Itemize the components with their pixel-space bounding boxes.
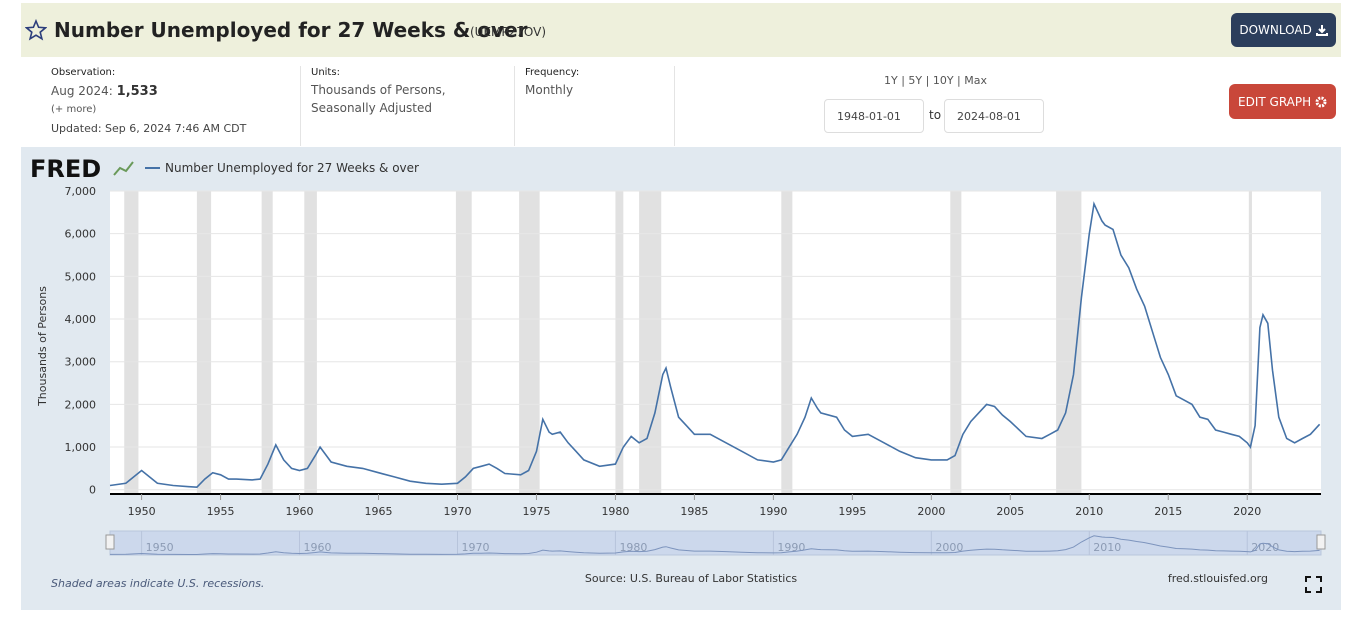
credit: fred.stlouisfed.org — [1168, 572, 1268, 585]
y-axis-label: Thousands of Persons — [36, 286, 49, 407]
recession-band — [519, 191, 540, 494]
navigator-tick-label: 1980 — [619, 541, 647, 554]
units-label: Units: — [311, 67, 340, 78]
source: Source: U.S. Bureau of Labor Statistics — [585, 572, 798, 585]
range-presets[interactable]: 1Y | 5Y | 10Y | Max — [884, 74, 987, 87]
obs-more[interactable]: (+ more) — [51, 104, 97, 115]
recession-band — [950, 191, 962, 494]
navigator-line — [109, 535, 1320, 555]
x-tick-label: 1965 — [365, 505, 393, 518]
logo-icon — [113, 161, 134, 176]
navigator-tick-label: 1970 — [461, 541, 489, 554]
download-label: DOWNLOAD — [1239, 23, 1312, 37]
y-tick-label: 2,000 — [65, 398, 97, 411]
obs-label: Observation: — [51, 67, 116, 78]
units-line: Seasonally Adjusted — [311, 101, 433, 115]
to-label: to — [929, 108, 942, 122]
frequency-label: Frequency: — [525, 67, 580, 78]
navigator-tick-label: 2010 — [1093, 541, 1121, 554]
x-tick-label: 1975 — [522, 505, 550, 518]
x-tick-label: 1950 — [128, 505, 156, 518]
legend-label: Number Unemployed for 27 Weeks & over — [165, 161, 419, 175]
recession-band — [124, 191, 139, 494]
x-tick-label: 1995 — [838, 505, 866, 518]
y-tick-label: 7,000 — [65, 185, 97, 198]
units-line: Thousands of Persons, — [311, 83, 446, 97]
gear-icon — [1315, 96, 1327, 107]
y-tick-label: 5,000 — [65, 270, 97, 283]
x-tick-label: 1970 — [443, 505, 471, 518]
navigator-tick-label: 2020 — [1251, 541, 1279, 554]
fred-logo: FRED — [30, 155, 101, 183]
download-icon — [1315, 25, 1328, 36]
x-tick-label: 1990 — [759, 505, 787, 518]
edit-graph-label: EDIT GRAPH — [1238, 94, 1312, 109]
obs-value: 1,533 — [116, 84, 158, 99]
header-bar — [21, 3, 1341, 57]
divider — [300, 66, 301, 146]
star-icon[interactable] — [25, 19, 47, 41]
recession-band — [1248, 191, 1252, 494]
navigator-tick-label: 2000 — [935, 541, 963, 554]
x-tick-label: 2005 — [996, 505, 1024, 518]
x-tick-label: 1960 — [286, 505, 314, 518]
x-tick-label: 2000 — [917, 505, 945, 518]
start-date[interactable]: 1948-01-01 — [824, 99, 924, 133]
obs-date: Aug 2024: — [51, 84, 113, 98]
y-tick-label: 1,000 — [65, 441, 97, 454]
recession-band — [261, 191, 273, 494]
x-tick-label: 2010 — [1075, 505, 1103, 518]
x-tick-label: 1955 — [207, 505, 235, 518]
end-date[interactable]: 2024-08-01 — [944, 99, 1044, 133]
x-tick-label: 2015 — [1154, 505, 1182, 518]
navigator-handle[interactable] — [1316, 534, 1326, 550]
obs-updated: Updated: Sep 6, 2024 7:46 AM CDT — [51, 122, 247, 135]
title: Number Unemployed for 27 Weeks & over — [54, 18, 528, 42]
y-tick-label: 4,000 — [65, 313, 97, 326]
recession-band — [1056, 191, 1082, 494]
series-id: (UEMP27OV) — [470, 25, 547, 39]
navigator-handle[interactable] — [105, 534, 115, 550]
x-tick-label: 1985 — [680, 505, 708, 518]
divider — [514, 66, 515, 146]
recession-band — [455, 191, 472, 494]
y-tick-label: 6,000 — [65, 228, 97, 241]
x-tick-label: 2020 — [1233, 505, 1261, 518]
plot-area — [110, 191, 1321, 494]
y-tick-label: 3,000 — [65, 356, 97, 369]
recession-band — [639, 191, 662, 494]
divider — [674, 66, 675, 146]
recession-band — [781, 191, 793, 494]
recession-band — [196, 191, 212, 494]
recession-note: Shaded areas indicate U.S. recessions. — [51, 577, 264, 590]
download-button[interactable]: DOWNLOAD — [1231, 13, 1336, 47]
fullscreen-icon[interactable] — [1305, 576, 1322, 593]
edit-graph-button[interactable]: EDIT GRAPH — [1229, 84, 1336, 119]
y-tick-label: 0 — [89, 484, 96, 497]
recession-band — [615, 191, 624, 494]
x-tick-label: 1980 — [601, 505, 629, 518]
frequency-value: Monthly — [525, 83, 574, 97]
recession-band — [304, 191, 317, 494]
navigator-tick-label: 1950 — [146, 541, 174, 554]
navigator-tick-label: 1960 — [304, 541, 332, 554]
series-line — [109, 201, 1321, 489]
